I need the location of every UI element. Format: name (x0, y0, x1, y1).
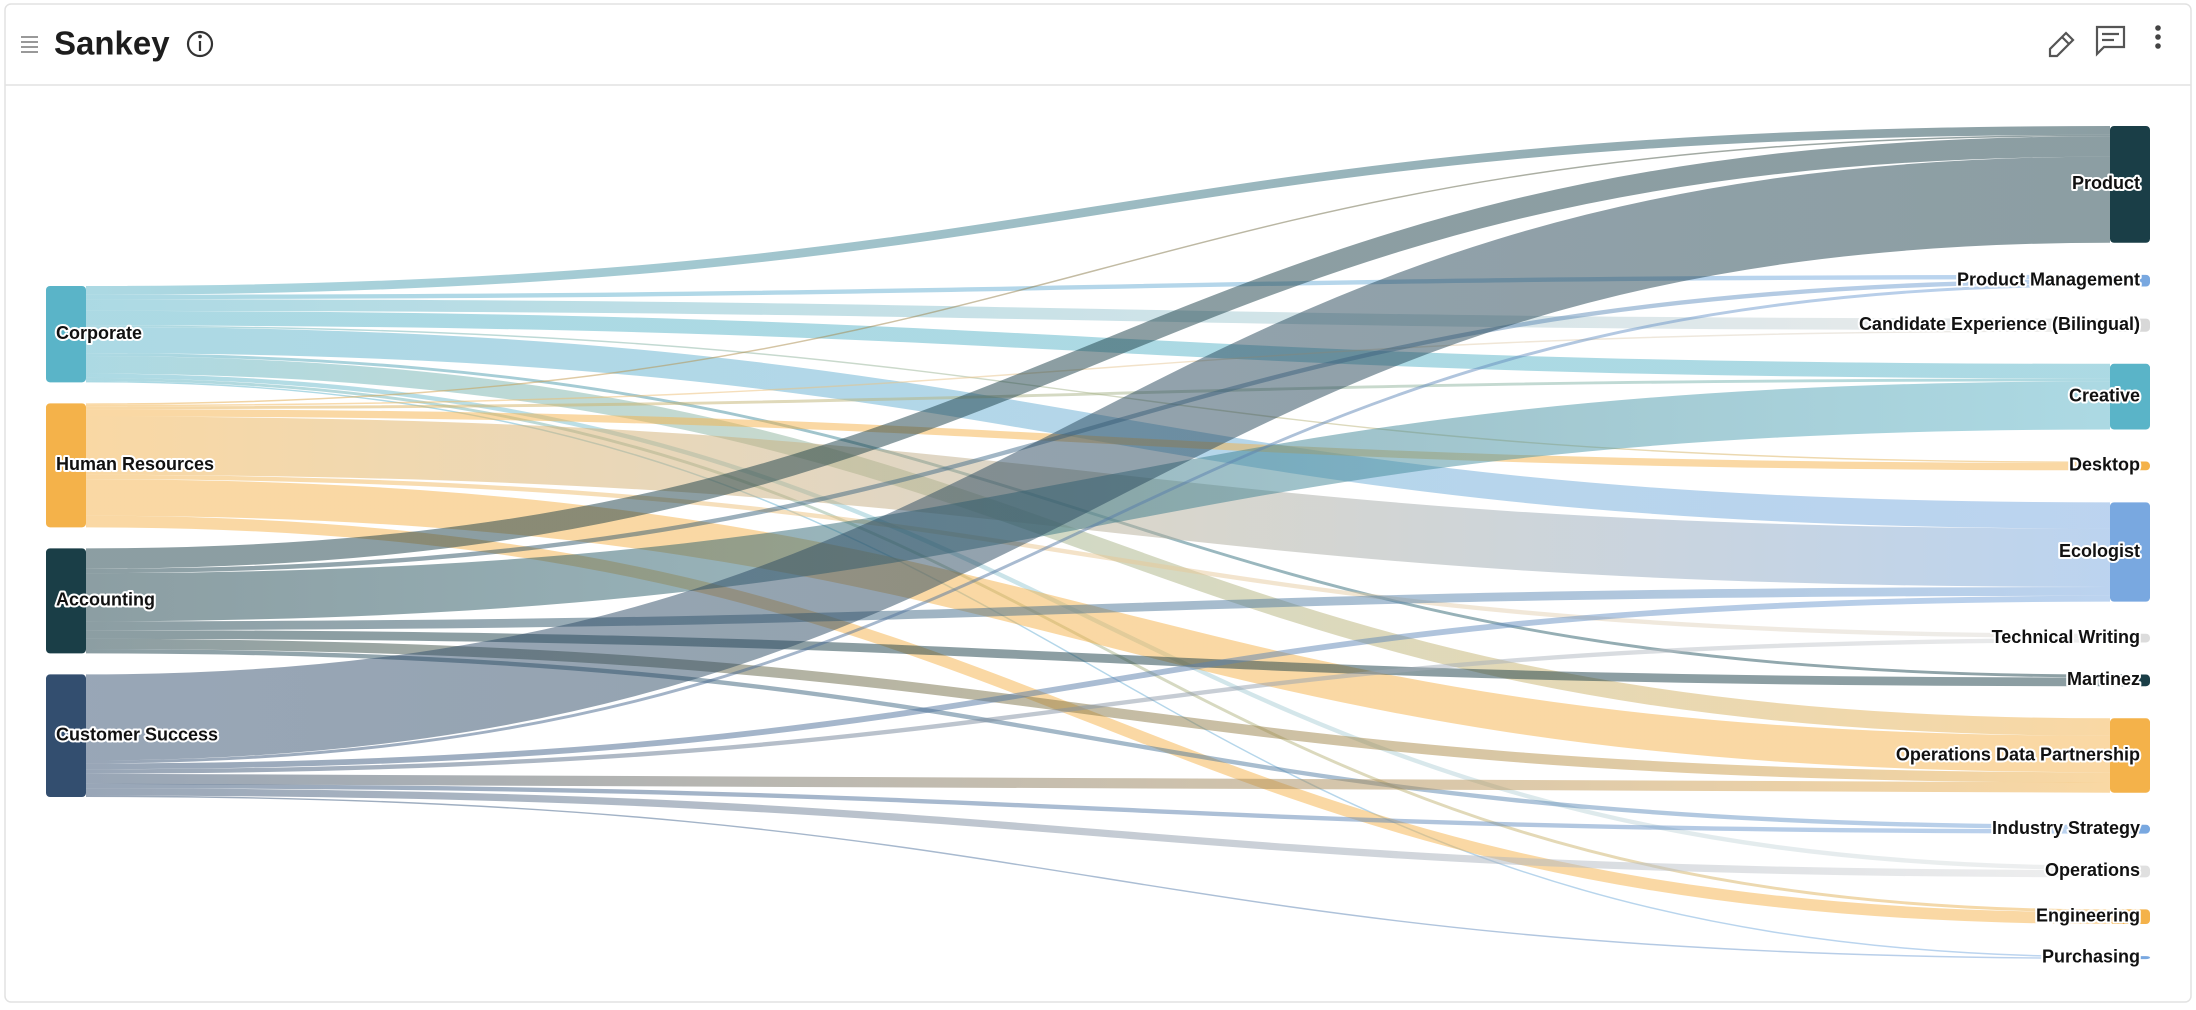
target-node (2110, 502, 2150, 602)
node-label: Industry Strategy (1992, 818, 2140, 838)
target-node (2110, 674, 2150, 687)
node-label: Candidate Experience (Bilingual) (1859, 314, 2140, 334)
link (85, 126, 2111, 295)
target-node (2110, 363, 2150, 430)
link (85, 638, 2111, 774)
link (85, 474, 2111, 639)
link (85, 595, 2111, 770)
node-label: Martinez (2067, 669, 2140, 689)
link (85, 330, 2111, 407)
target-node (2110, 461, 2150, 471)
node-label: Accounting (56, 590, 155, 610)
target-node (2110, 865, 2150, 878)
target-node (2110, 633, 2150, 643)
target-node (2110, 718, 2150, 793)
node-label: Desktop (2069, 455, 2140, 475)
node-label: Human Resources (56, 454, 214, 474)
source-node (46, 548, 86, 654)
link (85, 283, 2111, 764)
link (85, 299, 2111, 331)
drag-handle[interactable] (21, 36, 38, 53)
node-label: Technical Writing (1992, 627, 2140, 647)
node-label: Operations (2045, 860, 2140, 880)
chart-title: Sankey (54, 25, 170, 62)
target-node (2110, 824, 2150, 834)
node-label: Product (2072, 173, 2140, 193)
link (85, 773, 2111, 793)
link (85, 783, 2111, 834)
target-node (2110, 126, 2150, 243)
link (85, 795, 2111, 959)
more-icon[interactable] (2155, 25, 2161, 49)
info-icon[interactable] (186, 30, 214, 58)
source-node (46, 674, 86, 797)
node-label: Corporate (56, 323, 142, 343)
link (85, 378, 2111, 410)
target-node (2110, 274, 2150, 287)
link (85, 134, 2111, 405)
link (85, 156, 2111, 761)
link (85, 136, 2111, 569)
link (85, 479, 2111, 773)
link (85, 274, 2111, 300)
link (85, 356, 2111, 736)
node-label: Purchasing (2042, 946, 2140, 966)
node-label: Engineering (2036, 905, 2140, 925)
link (85, 515, 2111, 924)
target-node (2110, 318, 2150, 332)
source-node (46, 286, 86, 383)
node-label: Customer Success (56, 724, 218, 744)
node-label: Product Management (1957, 269, 2140, 289)
link (85, 630, 2111, 687)
node-label: Ecologist (2059, 541, 2140, 561)
node-label: Creative (2069, 385, 2140, 405)
node-label: Operations Data Partnership (1896, 744, 2140, 764)
link (85, 587, 2111, 631)
source-node (46, 403, 86, 528)
comment-icon[interactable] (2095, 25, 2126, 57)
edit-icon[interactable] (2048, 31, 2075, 58)
target-node (2110, 956, 2150, 960)
target-node (2110, 909, 2150, 924)
link (85, 788, 2111, 878)
